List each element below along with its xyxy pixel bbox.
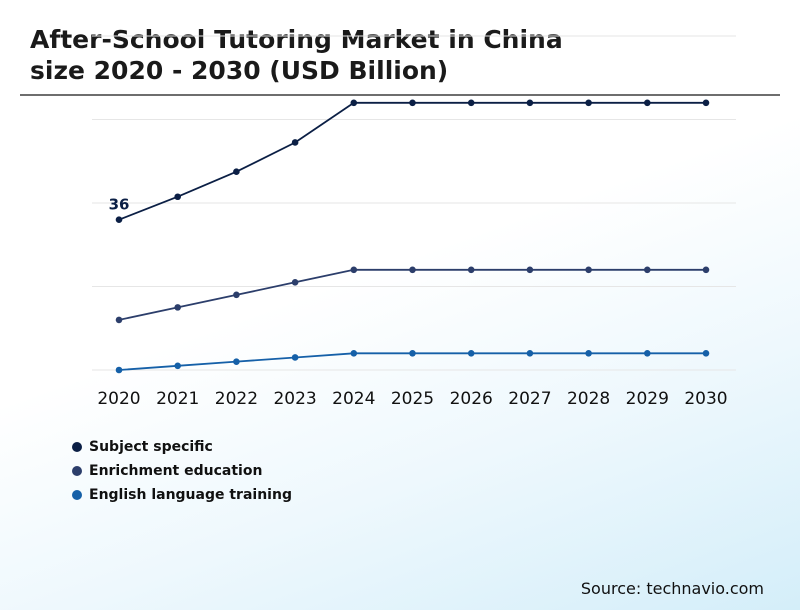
x-tick-label: 2023	[273, 389, 316, 409]
x-tick-label: 2026	[450, 389, 493, 409]
data-point	[467, 350, 475, 357]
data-point	[644, 99, 651, 107]
data-point	[585, 350, 592, 357]
data-point	[350, 266, 358, 274]
data-point	[644, 350, 651, 357]
data-point	[585, 266, 592, 274]
data-point	[233, 291, 240, 299]
series-points	[115, 99, 710, 374]
data-point	[174, 193, 181, 201]
legend-swatch-subject-specific	[72, 442, 82, 452]
data-point	[115, 216, 123, 223]
annotations: 36	[109, 196, 130, 214]
data-point	[291, 354, 299, 361]
data-point	[291, 139, 299, 146]
data-point	[174, 304, 181, 311]
data-point	[350, 350, 358, 357]
legend-item-subject-specific: Subject specific	[72, 435, 292, 459]
x-tick-label: 2027	[508, 389, 551, 409]
legend-label-subject-specific: Subject specific	[89, 439, 213, 455]
series-line-0	[118, 101, 706, 221]
x-tick-label: 2020	[97, 389, 140, 409]
legend: Subject specific Enrichment education En…	[72, 435, 292, 507]
data-point	[467, 266, 475, 274]
chart-title-line-1: After-School Tutoring Market in China	[30, 25, 563, 54]
legend-item-enrichment-education: Enrichment education	[72, 459, 292, 483]
data-point	[585, 99, 592, 107]
x-tick-label: 2030	[684, 389, 727, 409]
gridlines	[92, 35, 736, 371]
x-tick-label: 2028	[567, 389, 610, 409]
legend-swatch-enrichment-education	[72, 466, 82, 476]
data-point	[526, 99, 534, 107]
data-point	[233, 358, 240, 365]
x-tick-label: 2029	[626, 389, 669, 409]
x-tick-label: 2021	[156, 389, 199, 409]
data-point	[350, 99, 358, 107]
legend-label-enrichment-education: Enrichment education	[89, 463, 263, 479]
x-tick-label: 2025	[391, 389, 434, 409]
data-point	[526, 350, 534, 357]
data-point	[526, 266, 534, 274]
data-point	[409, 99, 416, 107]
data-point	[702, 266, 710, 274]
chart-title: After-School Tutoring Market in China si…	[30, 24, 563, 86]
source-credit: Source: technavio.com	[580, 579, 764, 598]
series-lines	[118, 101, 706, 371]
data-point	[174, 362, 181, 370]
data-point	[644, 266, 651, 274]
data-point	[291, 279, 299, 286]
data-point	[233, 168, 240, 175]
x-axis-ticks: 2020 2021 2022 2023 2024 2025 2026 2027 2028 2029…	[97, 389, 727, 409]
data-point	[467, 99, 475, 107]
legend-swatch-english-language-training	[72, 490, 82, 500]
data-point	[115, 366, 123, 374]
data-point	[702, 350, 710, 357]
data-point	[702, 99, 710, 107]
data-point	[409, 266, 416, 274]
chart-title-line-2: size 2020 - 2030 (USD Billion)	[30, 56, 449, 85]
x-tick-label: 2022	[215, 389, 258, 409]
data-label: 36	[109, 196, 130, 214]
legend-label-english-language-training: English language training	[89, 487, 292, 503]
x-tick-label: 2024	[332, 389, 375, 409]
series-line-1	[118, 268, 706, 321]
legend-item-english-language-training: English language training	[72, 483, 292, 507]
data-point	[409, 350, 416, 357]
data-point	[115, 316, 123, 324]
title-divider	[20, 94, 780, 96]
